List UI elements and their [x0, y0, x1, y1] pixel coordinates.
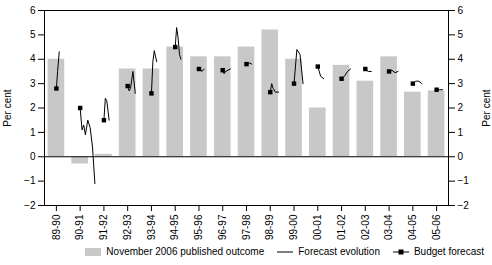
svg-text:93-94: 93-94 [146, 214, 157, 240]
svg-text:3: 3 [30, 78, 36, 89]
svg-text:−1: −1 [458, 175, 470, 186]
svg-text:−2: −2 [24, 200, 36, 211]
svg-text:1: 1 [30, 127, 36, 138]
svg-text:5: 5 [30, 29, 36, 40]
svg-text:0: 0 [458, 151, 464, 162]
svg-text:04-05: 04-05 [407, 214, 418, 240]
svg-text:6: 6 [458, 5, 464, 16]
svg-text:Per cent: Per cent [2, 89, 13, 126]
svg-text:90-91: 90-91 [74, 214, 85, 240]
svg-text:02-03: 02-03 [360, 214, 371, 240]
svg-text:2: 2 [458, 102, 464, 113]
svg-text:6: 6 [30, 5, 36, 16]
html-text:Budget forecast: Budget forecast [414, 246, 484, 257]
svg-text:4: 4 [458, 53, 464, 64]
svg-text:5: 5 [458, 29, 464, 40]
svg-text:92-93: 92-93 [122, 214, 133, 240]
svg-text:97-98: 97-98 [241, 214, 252, 240]
svg-text:03-04: 03-04 [383, 214, 394, 240]
svg-text:01-02: 01-02 [336, 214, 347, 240]
svg-text:96-97: 96-97 [217, 214, 228, 240]
svg-text:05-06: 05-06 [431, 214, 442, 240]
svg-text:99-00: 99-00 [288, 214, 299, 240]
svg-text:Per cent: Per cent [481, 89, 492, 126]
svg-text:00-01: 00-01 [312, 214, 323, 240]
html-text:Forecast evolution: Forecast evolution [298, 246, 380, 257]
svg-text:0: 0 [30, 151, 36, 162]
svg-text:−2: −2 [458, 200, 470, 211]
html-text:November 2006 published outcom: November 2006 published outcome [106, 246, 265, 257]
svg-text:4: 4 [30, 53, 36, 64]
svg-text:3: 3 [458, 78, 464, 89]
svg-text:98-99: 98-99 [264, 214, 275, 240]
svg-text:94-95: 94-95 [169, 214, 180, 240]
svg-text:2: 2 [30, 102, 36, 113]
svg-text:1: 1 [458, 127, 464, 138]
svg-text:91-92: 91-92 [98, 214, 109, 240]
svg-text:95-96: 95-96 [193, 214, 204, 240]
svg-text:−1: −1 [24, 175, 36, 186]
svg-text:89-90: 89-90 [51, 214, 62, 240]
